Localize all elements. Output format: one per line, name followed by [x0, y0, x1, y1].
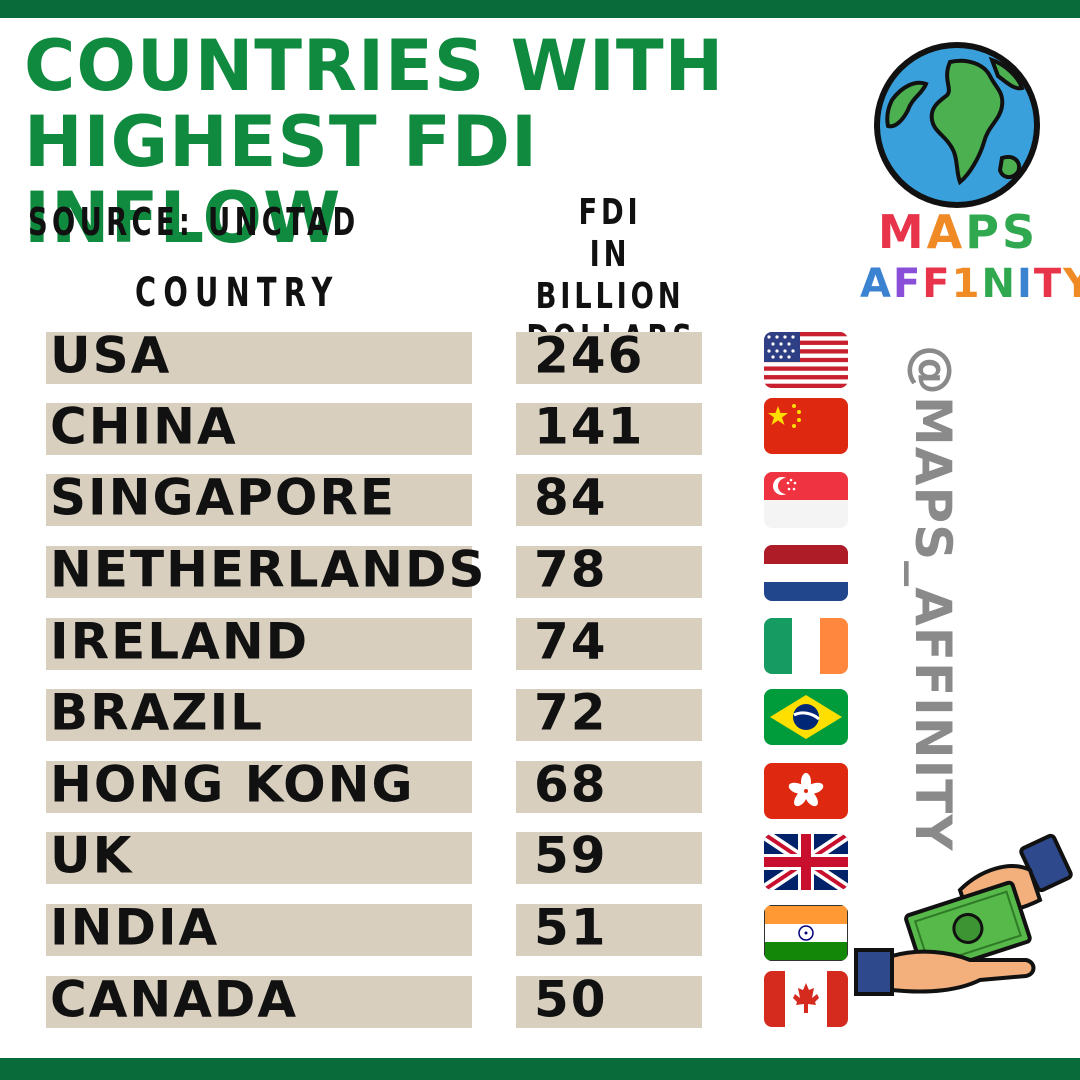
ireland-flag-icon: [764, 618, 848, 674]
social-handle: @MAPS_AFFINITY: [904, 345, 962, 852]
uk-flag-icon: [764, 834, 848, 890]
country-name: UK: [50, 826, 134, 885]
fdi-value: 68: [534, 755, 608, 814]
fdi-value-cell: 50: [516, 971, 702, 1029]
fdi-value: 51: [534, 898, 608, 957]
country-name: INDIA: [50, 898, 220, 957]
brand-line2-letter: F: [892, 261, 923, 307]
fdi-value: 50: [534, 970, 608, 1029]
fdi-value: 72: [534, 683, 608, 742]
title-line-2: HIGHEST FDI INFLOW: [24, 101, 538, 259]
country-name: BRAZIL: [50, 683, 265, 742]
country-cell: BRAZIL: [46, 684, 472, 742]
brand-line1-letter: M: [877, 205, 927, 259]
country-cell: SINGAPORE: [46, 469, 472, 527]
country-name: CHINA: [50, 397, 238, 456]
brand-logo-text: MAPS AFF1NITY: [860, 205, 1080, 309]
country-cell: CHINA: [46, 398, 472, 456]
fdi-header-line-2: IN BILLION: [535, 234, 685, 317]
country-name: IRELAND: [50, 612, 310, 671]
top-band: [0, 0, 1080, 18]
fdi-value: 141: [534, 397, 645, 456]
singapore-flag-icon: [764, 472, 848, 528]
india-flag-icon: [764, 905, 848, 961]
brand-line2-letter: N: [981, 261, 1017, 307]
brand-line-2: AFF1NITY: [860, 259, 1080, 309]
brazil-flag-icon: [764, 689, 848, 745]
fdi-value-cell: 68: [516, 756, 702, 814]
fdi-value-cell: 59: [516, 827, 702, 885]
brand-line2-letter: F: [922, 261, 952, 307]
fdi-value: 84: [534, 468, 608, 527]
brand-line2-letter: 1: [951, 261, 982, 307]
fdi-value-cell: 72: [516, 684, 702, 742]
hong-kong-flag-icon: [764, 763, 848, 819]
fdi-value: 59: [534, 826, 608, 885]
country-cell: NETHERLANDS: [46, 541, 485, 599]
fdi-value-cell: 51: [516, 899, 702, 957]
country-cell: USA: [46, 327, 472, 385]
country-name: USA: [50, 326, 172, 385]
country-cell: IRELAND: [46, 613, 472, 671]
usa-flag-icon: [764, 332, 848, 388]
globe-icon: [874, 42, 1040, 208]
receiving-hand-icon: [854, 948, 1036, 996]
fdi-column-header: FDI IN BILLION DOLLARS: [526, 192, 693, 360]
fdi-value-cell: 78: [516, 541, 702, 599]
country-cell: HONG KONG: [46, 756, 472, 814]
brand-line-1: MAPS: [860, 205, 1056, 259]
brand-line2-letter: T: [1033, 261, 1064, 307]
country-cell: CANADA: [46, 971, 472, 1029]
country-name: SINGAPORE: [50, 468, 397, 527]
fdi-value-cell: 246: [516, 327, 702, 385]
canada-flag-icon: [764, 971, 848, 1027]
china-flag-icon: [764, 398, 848, 454]
fdi-value: 74: [534, 612, 608, 671]
fdi-value: 78: [534, 540, 608, 599]
country-cell: INDIA: [46, 899, 472, 957]
country-name: CANADA: [50, 970, 299, 1029]
country-column-header: COUNTRY: [135, 270, 340, 316]
netherlands-flag-icon: [764, 545, 848, 601]
brand-line2-letter: A: [860, 261, 893, 307]
title-line-1: COUNTRIES WITH: [24, 25, 725, 107]
fdi-header-line-1: FDI: [578, 192, 642, 233]
country-cell: UK: [46, 827, 472, 885]
brand-line1-letter: S: [1001, 205, 1039, 259]
money-handoff-icon: [854, 833, 1073, 996]
country-name: NETHERLANDS: [50, 540, 487, 599]
bottom-band: [0, 1058, 1080, 1080]
brand-line2-letter: Y: [1063, 261, 1080, 307]
fdi-value-cell: 74: [516, 613, 702, 671]
page-title: COUNTRIES WITH HIGHEST FDI INFLOW: [24, 28, 864, 256]
fdi-value-cell: 141: [516, 398, 702, 456]
brand-line2-letter: I: [1016, 261, 1034, 307]
fdi-value-cell: 84: [516, 469, 702, 527]
brand-line1-letter: P: [965, 205, 1002, 259]
source-label: SOURCE: UNCTAD: [28, 200, 360, 244]
country-name: HONG KONG: [50, 755, 415, 814]
brand-line1-letter: A: [926, 205, 966, 259]
fdi-value: 246: [534, 326, 645, 385]
